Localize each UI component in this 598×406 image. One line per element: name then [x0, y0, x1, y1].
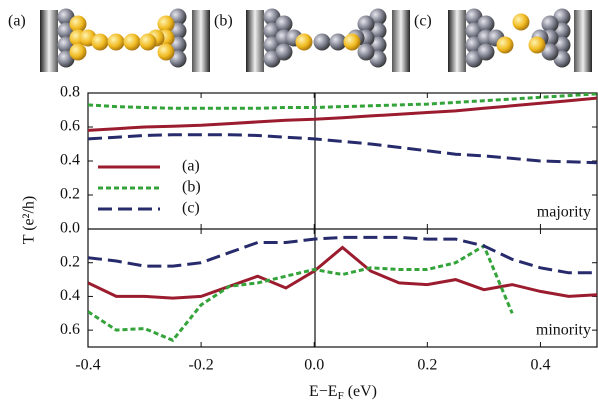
x-tick-label: 0.2: [417, 357, 437, 374]
annotation: majority: [537, 204, 591, 221]
legend-label: (b): [182, 179, 201, 196]
electrode: [40, 10, 58, 72]
x-label-unit: (eV): [348, 383, 377, 400]
electrode: [246, 10, 264, 72]
annotation: minority: [536, 322, 591, 339]
series-line: [88, 93, 597, 110]
atom: [69, 43, 87, 61]
atom: [477, 43, 495, 61]
legend-label: (c): [182, 200, 200, 217]
series-line: [88, 243, 514, 343]
atom: [329, 33, 347, 51]
x-label-main: E−E: [309, 383, 338, 400]
x-axis-label: E−EF (eV): [309, 383, 377, 402]
y-tick-label: 0.4: [60, 287, 80, 304]
atom: [69, 15, 87, 33]
atom: [295, 33, 313, 51]
x-tick-label: 0.0: [304, 357, 324, 374]
x-tick-label: -0.2: [188, 357, 213, 374]
atom: [512, 13, 530, 31]
panel-label: (a): [8, 13, 26, 30]
series-line: [88, 235, 597, 275]
x-label-sub: F: [338, 390, 344, 402]
atom: [528, 36, 546, 54]
atom: [357, 43, 375, 61]
x-tick-label: -0.4: [75, 357, 100, 374]
atom: [157, 15, 175, 33]
atom: [313, 33, 331, 51]
y-tick-label: 0.2: [60, 186, 80, 203]
x-tick-label: 0.4: [530, 357, 550, 374]
legend-label: (a): [182, 158, 200, 175]
electrode: [392, 10, 410, 72]
y-tick-label: 0.6: [60, 321, 80, 338]
series-line: [88, 245, 597, 300]
atom: [496, 36, 514, 54]
y-tick-label: 0.4: [60, 152, 80, 169]
atom: [275, 43, 293, 61]
atom: [477, 15, 495, 33]
atom: [91, 33, 109, 51]
plot-lines: [88, 235, 597, 343]
panel-label: (c): [414, 13, 432, 30]
panel-label: (b): [214, 13, 233, 30]
electrode: [574, 10, 592, 72]
atom: [123, 33, 141, 51]
y-tick-label: 0.0: [60, 220, 80, 237]
y-tick-label: 0.6: [60, 118, 80, 135]
atom: [139, 33, 157, 51]
electrode: [448, 10, 466, 72]
plot-frame: [87, 92, 598, 348]
atom: [357, 15, 375, 33]
y-tick-label: 0.8: [60, 84, 80, 101]
atom: [541, 15, 559, 33]
atom: [343, 33, 361, 51]
atom: [541, 43, 559, 61]
atom: [275, 15, 293, 33]
atom: [107, 33, 125, 51]
electrode: [192, 10, 210, 72]
series-line: [88, 96, 597, 132]
structure-images: [40, 8, 592, 72]
series-line: [88, 133, 597, 165]
plot-lines: [88, 93, 597, 165]
y-axis-label: T (e²/h): [21, 196, 38, 244]
atom: [157, 43, 175, 61]
y-tick-label: 0.2: [60, 253, 80, 270]
